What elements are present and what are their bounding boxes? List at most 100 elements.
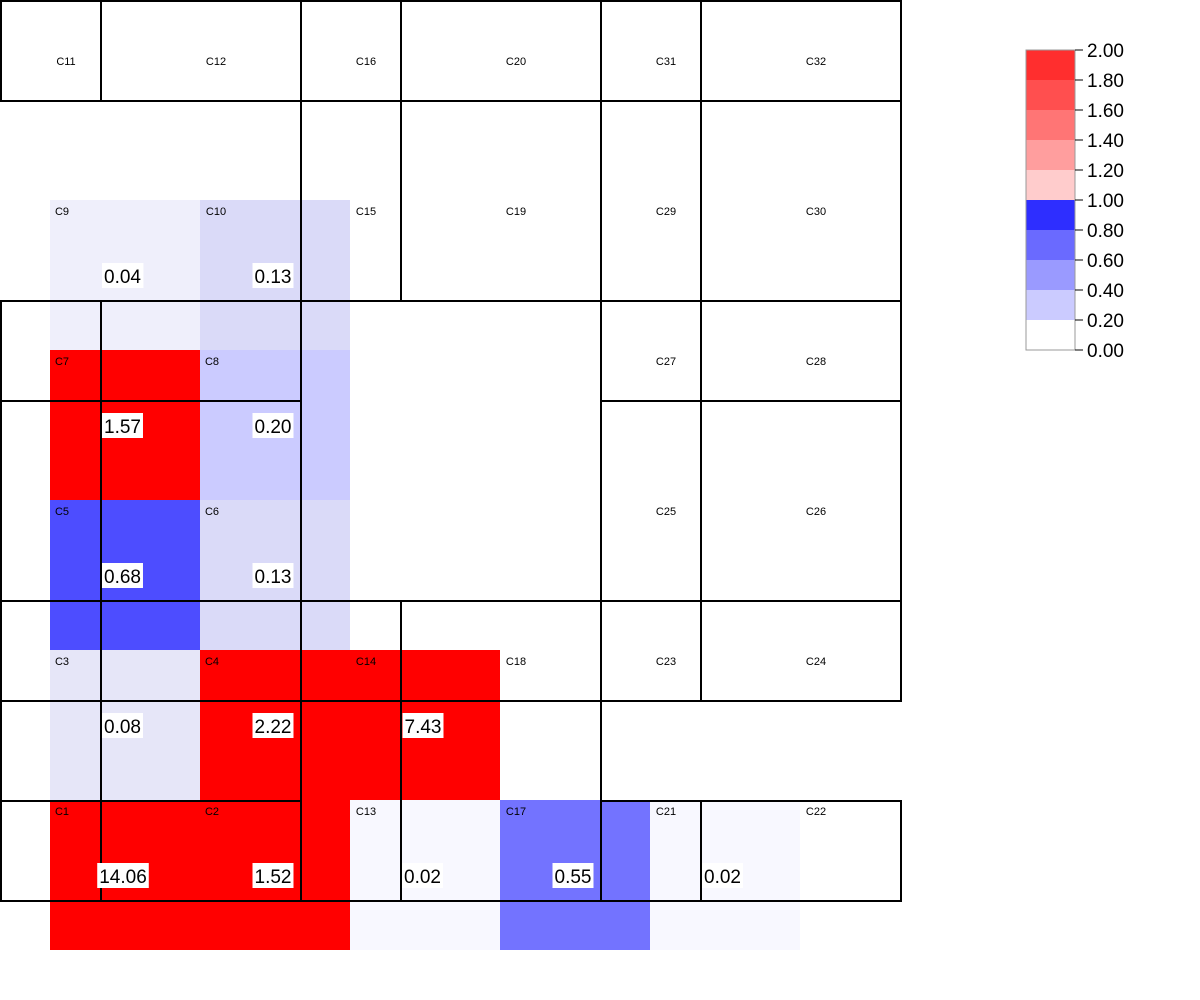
value-label-c10: 0.13 [252, 263, 294, 288]
value-text-c14: 7.43 [405, 717, 442, 738]
cell-border-c31 [600, 0, 702, 102]
cell-border-c26 [700, 400, 902, 602]
colorbar-tick-label: 1.60 [1087, 101, 1124, 122]
colorbar-segment [1026, 320, 1075, 350]
cell-label-c1: C1 [55, 806, 69, 818]
cell-label-c8: C8 [205, 356, 219, 368]
cell-label-c15: C15 [356, 206, 376, 218]
cell-label-c22: C22 [806, 806, 826, 818]
value-label-c3: 0.08 [102, 713, 143, 738]
cell-label-c26: C26 [806, 506, 826, 518]
value-label-c2: 1.52 [252, 863, 294, 888]
colorbar-tick-label: 0.00 [1087, 341, 1124, 362]
value-bg-c21 [702, 863, 743, 888]
value-bg-c14 [402, 713, 444, 738]
cell-border-c20 [400, 0, 602, 102]
colorbar-segment [1026, 260, 1075, 290]
colorbar-tick-label: 0.20 [1087, 311, 1124, 332]
cell-values: 14.06 1.52 0.08 2.22 0.68 0.13 1.57 0.20 0.04 0.1… [97, 263, 743, 888]
cell-border-c19 [400, 100, 602, 302]
colorbar-segment [1026, 110, 1075, 140]
cell-border-c22 [700, 800, 902, 902]
cell-border-c10 [100, 300, 302, 402]
colorbar-segment [1026, 140, 1075, 170]
cell-label-c7: C7 [55, 356, 69, 368]
cell-label-c25: C25 [656, 506, 676, 518]
cell-label-c6: C6 [205, 506, 219, 518]
cell-border-c23 [600, 600, 702, 702]
value-text-c21: 0.02 [704, 867, 741, 888]
cell-label-c28: C28 [806, 356, 826, 368]
cell-border-c28 [700, 300, 902, 402]
cell-borders [0, 0, 902, 902]
value-label-c8: 0.20 [252, 413, 294, 438]
cell-labels: C1 C2 C3 C4 C5 C6 C7 C8 C9 C10 C11 C12 C13 C14 C15 C16 C… [55, 56, 826, 818]
cell-label-c21: C21 [656, 806, 676, 818]
value-text-c8: 0.20 [255, 417, 292, 438]
cell-label-c31: C31 [656, 56, 676, 68]
value-label-c14: 7.43 [402, 713, 444, 738]
colorbar-segment [1026, 290, 1075, 320]
value-label-c13: 0.02 [402, 863, 443, 888]
value-text-c10: 0.13 [255, 267, 292, 288]
value-bg-c7 [102, 413, 143, 438]
cell-border-c11 [0, 0, 102, 102]
cell-label-c5: C5 [55, 506, 69, 518]
cell-label-c16: C16 [356, 56, 376, 68]
value-text-c13: 0.02 [404, 867, 441, 888]
cell-border-c27 [600, 300, 702, 402]
colorbar-tick-label: 0.40 [1087, 281, 1124, 302]
value-label-c1: 14.06 [97, 863, 149, 888]
value-text-c2: 1.52 [255, 867, 292, 888]
cell-border-c24 [700, 600, 902, 702]
cell-border-c25 [600, 400, 702, 602]
cell-border-c29 [600, 100, 702, 302]
value-bg-c3 [102, 713, 143, 738]
cell-label-c30: C30 [806, 206, 826, 218]
colorbar-tick-label: 2.00 [1087, 41, 1124, 62]
colorbar-tick-label: 1.40 [1087, 131, 1124, 152]
value-bg-c1 [97, 863, 149, 888]
value-text-c17: 0.55 [555, 867, 592, 888]
cell-label-c10: C10 [206, 206, 226, 218]
colorbar-segment [1026, 50, 1075, 80]
value-label-c9: 0.04 [102, 263, 144, 288]
value-bg-c6 [252, 563, 294, 588]
colorbar-segment [1026, 230, 1075, 260]
cell-label-c4: C4 [205, 656, 219, 668]
colorbar-segment [1026, 80, 1075, 110]
value-bg-c2 [252, 863, 294, 888]
value-text-c9: 0.04 [104, 267, 141, 288]
value-text-c1: 14.06 [99, 867, 147, 888]
heat-cell-c2 [50, 800, 350, 950]
cell-label-c24: C24 [806, 656, 826, 668]
value-label-c4: 2.22 [252, 713, 294, 738]
cell-label-c12: C12 [206, 56, 226, 68]
cell-label-c14: C14 [356, 656, 376, 668]
value-label-c17: 0.55 [552, 863, 594, 888]
value-text-c7: 1.57 [104, 417, 141, 438]
value-bg-c10 [252, 263, 294, 288]
heat-fills [50, 200, 800, 950]
colorbar-tick-label: 1.80 [1087, 71, 1124, 92]
value-bg-c4 [252, 713, 294, 738]
value-bg-c5 [102, 563, 143, 588]
cell-border-c12 [100, 0, 302, 102]
value-label-c5: 0.68 [102, 563, 143, 588]
cell-label-c29: C29 [656, 206, 676, 218]
cell-label-c32: C32 [806, 56, 826, 68]
value-text-c4: 2.22 [255, 717, 292, 738]
value-label-c7: 1.57 [102, 413, 143, 438]
cell-label-c18: C18 [506, 656, 526, 668]
colorbar-tick-label: 0.80 [1087, 221, 1124, 242]
colorbar-tick-label: 0.60 [1087, 251, 1124, 272]
cell-border-c30 [700, 100, 902, 302]
cell-label-c19: C19 [506, 206, 526, 218]
colorbar-segment [1026, 200, 1075, 230]
value-text-c5: 0.68 [104, 567, 141, 588]
cell-label-c2: C2 [205, 806, 219, 818]
cell-label-c20: C20 [506, 56, 526, 68]
cell-label-c27: C27 [656, 356, 676, 368]
cell-label-c3: C3 [55, 656, 69, 668]
